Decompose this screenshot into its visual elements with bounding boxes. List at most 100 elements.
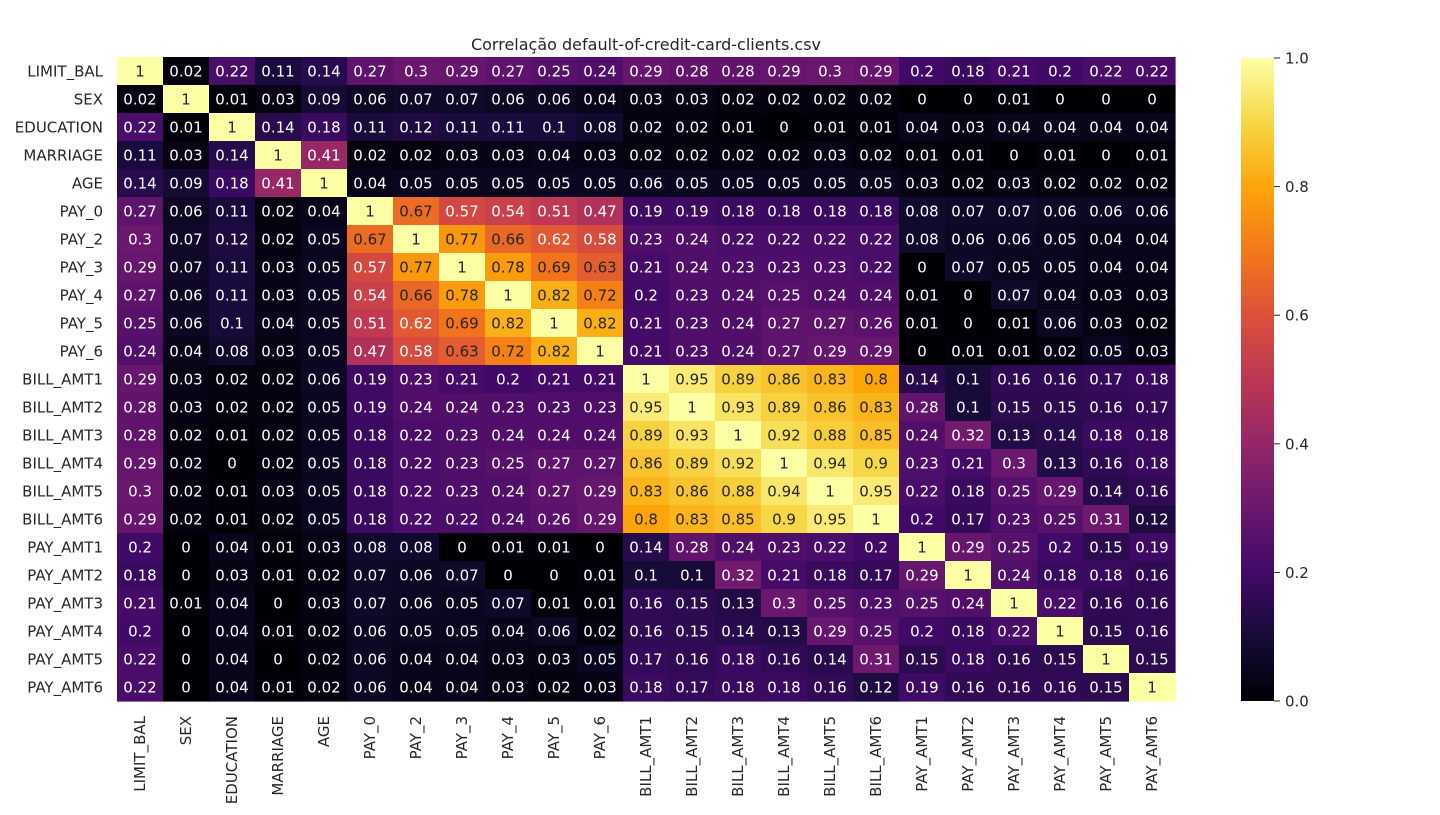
cell-value-label: 0.19 <box>353 399 386 417</box>
colorbar-tick-label: 0.0 <box>1285 693 1309 711</box>
heatmap-cell <box>945 449 992 478</box>
cell-value-label: 0.03 <box>951 119 984 137</box>
cell-value-label: 0.72 <box>491 343 524 361</box>
cell-value-label: 0.02 <box>675 119 708 137</box>
heatmap-cell <box>347 281 394 310</box>
heatmap-cell <box>1129 225 1176 254</box>
heatmap-cell <box>945 533 992 562</box>
heatmap-cell <box>991 477 1038 506</box>
cell-value-label: 0.9 <box>864 455 888 473</box>
cell-value-label: 0.18 <box>1089 567 1122 585</box>
heatmap-cell <box>163 617 210 646</box>
heatmap-cell <box>163 141 210 170</box>
cell-value-label: 0.03 <box>1135 287 1168 305</box>
heatmap-cell <box>485 225 532 254</box>
heatmap-cell <box>1129 281 1176 310</box>
heatmap-cell <box>301 673 348 702</box>
cell-value-label: 0.15 <box>997 399 1030 417</box>
heatmap-cell <box>301 477 348 506</box>
heatmap-cell <box>715 393 762 422</box>
cell-value-label: 0.06 <box>629 175 662 193</box>
heatmap-cell <box>623 253 670 282</box>
heatmap-cell <box>301 253 348 282</box>
cell-value-label: 0.04 <box>215 623 248 641</box>
cell-value-label: 1 <box>1009 595 1019 613</box>
cell-value-label: 0.95 <box>859 483 892 501</box>
cell-value-label: 0.29 <box>1043 483 1076 501</box>
heatmap-cell <box>623 85 670 114</box>
heatmap-cell <box>347 505 394 534</box>
cell-value-label: 0.03 <box>169 371 202 389</box>
heatmap-cell <box>1129 533 1176 562</box>
cell-value-label: 0.04 <box>1135 119 1168 137</box>
heatmap-cell <box>485 393 532 422</box>
colorbar-tick-label: 1.0 <box>1285 50 1309 68</box>
x-tick-label: PAY_5 <box>545 716 564 759</box>
heatmap-cell <box>301 533 348 562</box>
heatmap-cell <box>485 337 532 366</box>
heatmap-cell <box>715 141 762 170</box>
cell-value-label: 0.01 <box>491 539 524 557</box>
heatmap-cell <box>255 197 302 226</box>
cell-value-label: 0.02 <box>629 119 662 137</box>
heatmap-cell <box>1037 253 1084 282</box>
cell-value-label: 0.47 <box>583 203 616 221</box>
heatmap-cell <box>439 589 486 618</box>
cell-value-label: 0.29 <box>123 371 156 389</box>
cell-value-label: 0.88 <box>813 427 846 445</box>
cell-value-label: 0.05 <box>537 175 570 193</box>
cell-value-label: 0.06 <box>1135 203 1168 221</box>
heatmap-cell <box>623 617 670 646</box>
cell-value-label: 1 <box>871 511 881 529</box>
cell-value-label: 0.21 <box>629 259 662 277</box>
cell-value-label: 0.82 <box>491 315 524 333</box>
cell-value-label: 0.05 <box>445 595 478 613</box>
cell-value-label: 0.24 <box>491 427 524 445</box>
cell-value-label: 0.04 <box>215 651 248 669</box>
heatmap-cell <box>439 365 486 394</box>
cell-value-label: 0.15 <box>675 595 708 613</box>
cell-value-label: 0.24 <box>721 315 754 333</box>
cell-value-label: 0.15 <box>1043 399 1076 417</box>
cell-value-label: 0.66 <box>491 231 524 249</box>
cell-value-label: 0.18 <box>813 203 846 221</box>
heatmap-cell <box>255 393 302 422</box>
cell-value-label: 0.04 <box>1135 231 1168 249</box>
cell-value-label: 0.09 <box>169 175 202 193</box>
cell-value-label: 0.13 <box>721 595 754 613</box>
heatmap-cell <box>899 141 946 170</box>
cell-value-label: 0.05 <box>307 511 340 529</box>
cell-value-label: 0.07 <box>951 259 984 277</box>
cell-value-label: 0.08 <box>905 203 938 221</box>
cell-value-label: 0.15 <box>1089 679 1122 697</box>
heatmap-cell <box>1037 337 1084 366</box>
heatmap-cell <box>1129 393 1176 422</box>
cell-value-label: 0.29 <box>859 63 892 81</box>
heatmap-cell <box>761 505 808 534</box>
heatmap-cell <box>531 85 578 114</box>
heatmap-cell <box>807 57 854 86</box>
heatmap-cell <box>393 225 440 254</box>
colorbar-tick-label: 0.8 <box>1285 178 1309 196</box>
cell-value-label: 0.19 <box>353 371 386 389</box>
cell-value-label: 0.03 <box>261 287 294 305</box>
heatmap-cell <box>715 673 762 702</box>
heatmap-cell <box>577 197 624 226</box>
heatmap-cell <box>715 337 762 366</box>
heatmap-cell <box>715 253 762 282</box>
heatmap-cell <box>485 253 532 282</box>
heatmap-cell <box>255 645 302 674</box>
cell-value-label: 0.06 <box>169 315 202 333</box>
cell-value-label: 0.06 <box>951 231 984 249</box>
cell-value-label: 0 <box>227 455 237 473</box>
heatmap-cell <box>669 253 716 282</box>
heatmap-cell <box>715 225 762 254</box>
heatmap-cell <box>761 141 808 170</box>
heatmap-cell <box>393 141 440 170</box>
cell-value-label: 0.1 <box>956 399 980 417</box>
heatmap-cell <box>1083 673 1130 702</box>
heatmap-cell <box>439 57 486 86</box>
cell-value-label: 0.05 <box>583 651 616 669</box>
heatmap-cell <box>255 589 302 618</box>
cell-value-label: 0.06 <box>1043 203 1076 221</box>
